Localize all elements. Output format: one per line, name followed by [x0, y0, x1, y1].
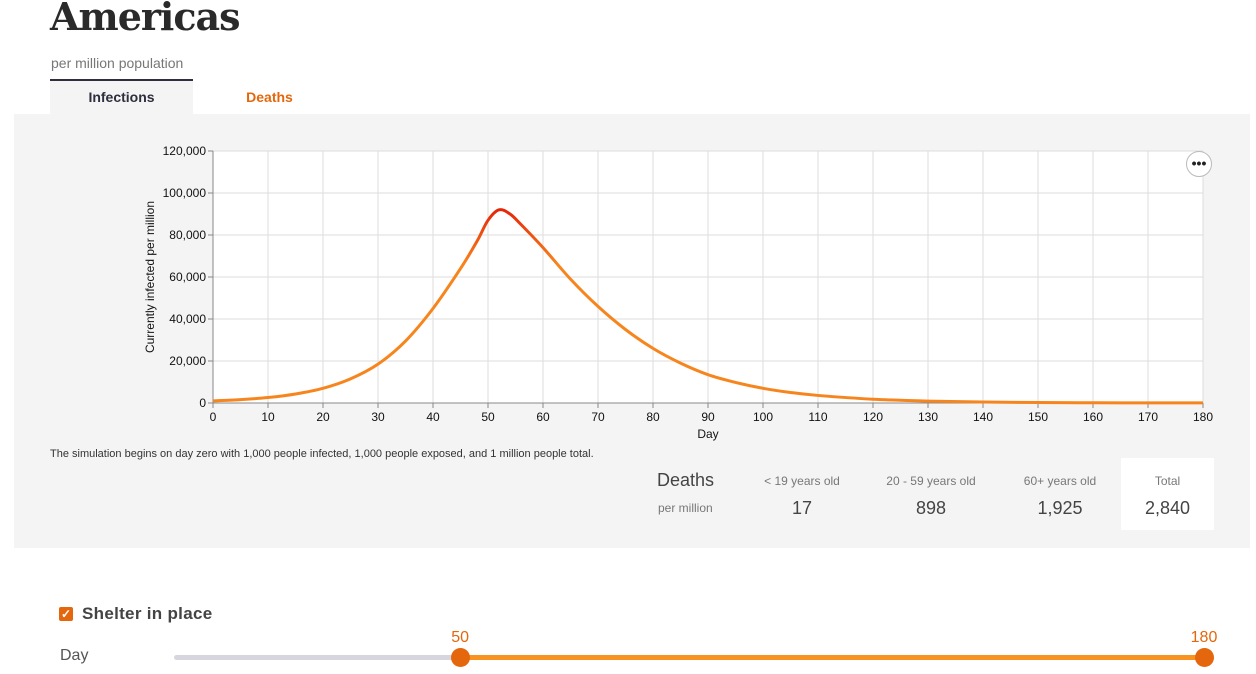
- y-tick-label: 80,000: [169, 228, 206, 242]
- y-tick-label: 20,000: [169, 354, 206, 368]
- age-group-value-60-plus: 1,925: [1037, 498, 1083, 518]
- y-axis-title: Currently infected per million: [143, 201, 157, 353]
- x-tick-label: 30: [371, 410, 385, 424]
- day-slider-label: Day: [60, 647, 89, 664]
- checkmark-icon: ✓: [60, 607, 72, 621]
- x-tick-label: 120: [863, 410, 883, 424]
- x-tick-label: 130: [918, 410, 938, 424]
- page-title: Americas: [50, 0, 240, 39]
- age-group-value-under-19: 17: [791, 498, 813, 518]
- x-tick-label: 110: [808, 410, 827, 424]
- x-tick-label: 180: [1193, 410, 1213, 424]
- day-slider-end-handle[interactable]: [1194, 648, 1214, 667]
- age-group-header-60-plus: 60+ years old: [1023, 474, 1097, 488]
- x-tick-label: 70: [591, 410, 605, 424]
- infections-chart: 0 10 20 30 40 50 60 70 80 90 100 110 120 130 140 150 160…: [143, 144, 1213, 441]
- deaths-table-title: Deaths: [657, 470, 715, 490]
- age-group-header-under-19: < 19 years old: [764, 474, 840, 488]
- x-tick-label: 160: [1083, 410, 1103, 424]
- y-tick-label: 100,000: [163, 186, 207, 200]
- x-tick-label: 170: [1138, 410, 1158, 424]
- shelter-in-place-checkbox[interactable]: ✓: [59, 607, 73, 621]
- more-horizontal-icon: •••: [1191, 155, 1207, 171]
- day-slider-start-value: 50: [451, 629, 469, 646]
- infections-series-line: [212, 208, 1204, 405]
- shelter-in-place-label: Shelter in place: [82, 604, 213, 623]
- y-tick-label: 40,000: [169, 312, 206, 326]
- x-tick-label: 60: [536, 410, 550, 424]
- x-tick-label: 150: [1028, 410, 1048, 424]
- chart-panel: 0 10 20 30 40 50 60 70 80 90 100 110 120 130 140 150 160…: [14, 114, 1250, 548]
- total-deaths-header: Total: [1154, 474, 1181, 488]
- day-slider-range: [460, 655, 1204, 660]
- x-tick-label: 20: [316, 410, 330, 424]
- y-tick-label: 120,000: [163, 144, 207, 158]
- x-tick-label: 40: [426, 410, 440, 424]
- x-tick-label: 0: [210, 410, 217, 424]
- page-subtitle: per million population: [51, 55, 184, 71]
- tab-deaths[interactable]: Deaths: [246, 89, 293, 105]
- day-slider-end-value: 180: [1190, 629, 1218, 646]
- x-tick-label: 50: [481, 410, 495, 424]
- x-tick-label: 80: [646, 410, 660, 424]
- total-deaths-box: Total 2,840: [1121, 458, 1214, 530]
- x-axis-title: Day: [697, 427, 718, 441]
- x-tick-label: 140: [973, 410, 993, 424]
- x-tick-label: 90: [701, 410, 715, 424]
- shelter-in-place-control: ✓ Shelter in place: [59, 604, 212, 624]
- tab-infections[interactable]: Infections: [50, 79, 193, 114]
- y-tick-label: 60,000: [169, 270, 206, 284]
- deaths-table-subtitle: per million: [658, 501, 713, 515]
- day-slider-start-handle[interactable]: [450, 648, 470, 667]
- age-group-value-20-59: 898: [915, 498, 947, 518]
- x-tick-label: 10: [261, 410, 275, 424]
- age-group-header-20-59: 20 - 59 years old: [886, 474, 976, 488]
- more-options-button[interactable]: •••: [1186, 151, 1212, 177]
- x-tick-label: 100: [753, 410, 773, 424]
- y-tick-label: 0: [199, 396, 206, 410]
- total-deaths-value: 2,840: [1144, 498, 1191, 518]
- simulation-note: The simulation begins on day zero with 1…: [50, 448, 594, 460]
